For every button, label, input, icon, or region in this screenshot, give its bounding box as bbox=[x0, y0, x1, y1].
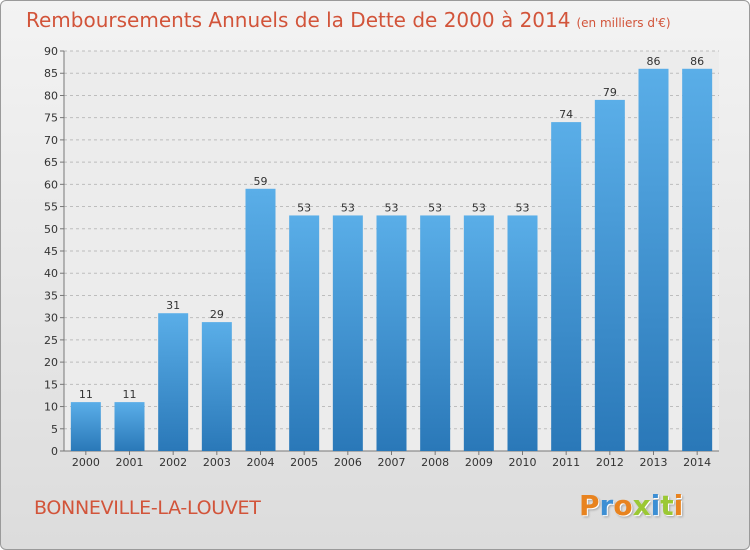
x-tick-label: 2009 bbox=[465, 456, 493, 469]
x-tick-label: 2012 bbox=[596, 456, 624, 469]
x-tick-label: 2003 bbox=[203, 456, 231, 469]
x-tick-label: 2010 bbox=[509, 456, 537, 469]
x-tick-label: 2007 bbox=[378, 456, 406, 469]
data-label: 31 bbox=[166, 299, 180, 312]
bar bbox=[332, 215, 363, 451]
bar bbox=[114, 402, 145, 451]
chart-title: Remboursements Annuels de la Dette de 20… bbox=[26, 8, 671, 32]
y-tick-label: 90 bbox=[44, 45, 58, 58]
x-tick-label: 2013 bbox=[640, 456, 668, 469]
bar bbox=[551, 122, 582, 451]
bar bbox=[594, 99, 625, 451]
y-tick-label: 10 bbox=[44, 401, 58, 414]
data-label: 53 bbox=[472, 201, 486, 214]
proxiti-logo: Proxiti bbox=[579, 489, 684, 522]
x-tick-label: 2001 bbox=[116, 456, 144, 469]
bar bbox=[289, 215, 320, 451]
x-tick-label: 2008 bbox=[421, 456, 449, 469]
x-tick-label: 2004 bbox=[247, 456, 275, 469]
y-tick-label: 45 bbox=[44, 245, 58, 258]
y-tick-label: 20 bbox=[44, 356, 58, 369]
y-tick-label: 15 bbox=[44, 378, 58, 391]
data-label: 59 bbox=[254, 175, 268, 188]
bar bbox=[376, 215, 407, 451]
bar bbox=[638, 68, 669, 452]
y-tick-label: 50 bbox=[44, 223, 58, 236]
data-label: 53 bbox=[428, 201, 442, 214]
y-tick-label: 35 bbox=[44, 289, 58, 302]
y-tick-label: 5 bbox=[51, 423, 58, 436]
bar bbox=[507, 215, 538, 451]
data-label: 53 bbox=[341, 201, 355, 214]
x-tick-label: 2005 bbox=[290, 456, 318, 469]
bar bbox=[463, 215, 494, 451]
data-label: 53 bbox=[385, 201, 399, 214]
data-label: 11 bbox=[123, 388, 137, 401]
data-label: 11 bbox=[79, 388, 93, 401]
x-tick-label: 2000 bbox=[72, 456, 100, 469]
y-tick-label: 60 bbox=[44, 178, 58, 191]
bar bbox=[158, 313, 189, 451]
x-tick-label: 2006 bbox=[334, 456, 362, 469]
y-tick-label: 40 bbox=[44, 267, 58, 280]
x-tick-label: 2011 bbox=[552, 456, 580, 469]
x-tick-label: 2014 bbox=[683, 456, 711, 469]
y-tick-label: 85 bbox=[44, 67, 58, 80]
city-name: BONNEVILLE-LA-LOUVET bbox=[34, 497, 261, 519]
bar bbox=[201, 322, 232, 451]
y-tick-label: 25 bbox=[44, 334, 58, 347]
y-tick-label: 75 bbox=[44, 112, 58, 125]
data-label: 86 bbox=[647, 55, 661, 68]
y-tick-label: 55 bbox=[44, 201, 58, 214]
y-tick-label: 80 bbox=[44, 89, 58, 102]
y-tick-label: 0 bbox=[51, 445, 58, 458]
data-label: 53 bbox=[516, 201, 530, 214]
y-tick-label: 65 bbox=[44, 156, 58, 169]
x-tick-label: 2002 bbox=[159, 456, 187, 469]
bar bbox=[682, 68, 713, 452]
data-label: 74 bbox=[559, 108, 573, 121]
y-tick-label: 70 bbox=[44, 134, 58, 147]
bar bbox=[420, 215, 451, 451]
data-label: 79 bbox=[603, 86, 617, 99]
data-label: 86 bbox=[690, 55, 704, 68]
bar bbox=[70, 402, 101, 451]
bar bbox=[245, 188, 276, 451]
data-label: 53 bbox=[297, 201, 311, 214]
data-label: 29 bbox=[210, 308, 224, 321]
unit-label: (en milliers d'€) bbox=[576, 16, 671, 30]
y-tick-label: 30 bbox=[44, 312, 58, 325]
